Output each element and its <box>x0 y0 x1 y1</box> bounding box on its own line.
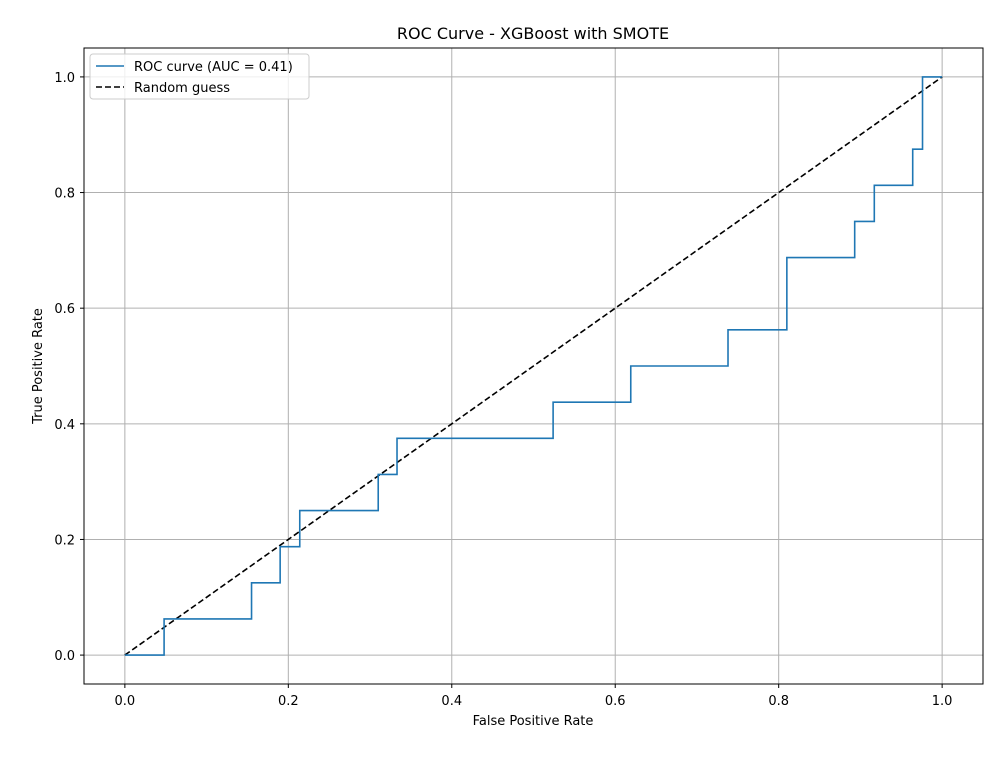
x-tick-label: 0.0 <box>115 694 136 709</box>
y-tick-label: 0.0 <box>54 649 75 664</box>
x-axis-label: False Positive Rate <box>473 714 594 729</box>
chart-title: ROC Curve - XGBoost with SMOTE <box>397 24 669 43</box>
x-tick-label: 0.2 <box>278 694 299 709</box>
legend-box <box>89 53 310 100</box>
y-tick-label: 1.0 <box>54 71 75 86</box>
x-tick-label: 0.6 <box>605 694 626 709</box>
y-axis-label: True Positive Rate <box>31 308 46 425</box>
legend-label-roc: ROC curve (AUC = 0.41) <box>134 60 293 75</box>
x-tick-label: 0.8 <box>768 694 789 709</box>
series-layer <box>124 76 943 656</box>
legend: ROC curve (AUC = 0.41) Random guess <box>89 53 310 100</box>
x-tick-label: 1.0 <box>932 694 953 709</box>
y-tick-label: 0.2 <box>54 533 75 548</box>
y-tick-label: 0.4 <box>54 418 75 433</box>
y-tick-label: 0.8 <box>54 187 75 202</box>
x-tick-label: 0.4 <box>441 694 462 709</box>
ticks: 0.0 0.2 0.4 0.6 0.8 1.0 0.0 0.2 0.4 0.6 0.8 1.0 <box>54 71 952 709</box>
roc-curve-line <box>124 76 943 656</box>
random-guess-line <box>124 76 943 656</box>
legend-label-random: Random guess <box>134 81 230 96</box>
y-tick-label: 0.6 <box>54 302 75 317</box>
plot-frame <box>83 47 984 685</box>
